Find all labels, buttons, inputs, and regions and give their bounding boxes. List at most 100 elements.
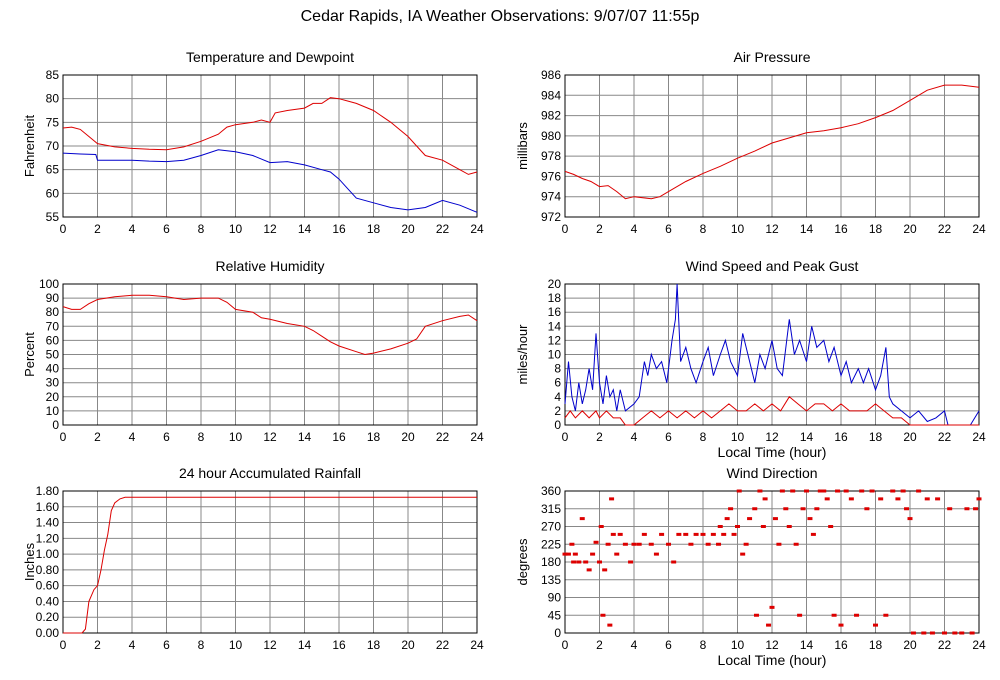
x-axis-label: Local Time (hour)	[718, 652, 827, 668]
plot-frame	[564, 74, 980, 218]
y-tick-label: 65	[46, 163, 60, 177]
y-tick-label: 8	[554, 362, 561, 376]
data-point	[740, 552, 746, 556]
x-tick-label: 0	[60, 638, 67, 652]
series-line-blue	[62, 149, 478, 213]
y-tick-label: 0.60	[36, 579, 60, 593]
x-tick-label: 4	[631, 638, 638, 652]
data-point	[793, 542, 799, 546]
data-point	[586, 568, 592, 572]
data-point	[783, 507, 789, 511]
data-point	[769, 605, 775, 609]
data-point	[724, 517, 730, 521]
data-point	[683, 532, 689, 536]
data-point	[904, 507, 910, 511]
y-tick-label: 80	[46, 92, 60, 106]
data-point	[895, 497, 901, 501]
data-point	[676, 532, 682, 536]
x-tick-label: 24	[972, 430, 986, 444]
y-tick-label: 974	[541, 190, 561, 204]
x-tick-label: 20	[401, 638, 415, 652]
x-tick-label: 2	[94, 430, 101, 444]
data-point	[929, 631, 935, 635]
y-tick-label: 986	[541, 68, 561, 82]
y-tick-label: 984	[541, 88, 561, 102]
series-line-red	[564, 84, 980, 200]
y-tick-label: 6	[554, 376, 561, 390]
x-tick-label: 20	[401, 222, 415, 236]
y-axis-label: miles/hour	[515, 324, 530, 385]
y-tick-label: 90	[548, 591, 562, 605]
data-point	[721, 532, 727, 536]
data-point	[693, 532, 699, 536]
plot-frame	[564, 490, 980, 634]
x-tick-label: 6	[665, 430, 672, 444]
y-tick-label: 360	[541, 484, 561, 498]
x-tick-label: 0	[562, 430, 569, 444]
data-point	[659, 532, 665, 536]
y-axis-label: millibars	[515, 122, 530, 170]
y-tick-label: 70	[46, 319, 60, 333]
series-line-blue	[564, 283, 980, 426]
y-tick-label: 1.60	[36, 500, 60, 514]
x-tick-label: 2	[596, 638, 603, 652]
y-tick-label: 978	[541, 149, 561, 163]
x-tick-label: 14	[800, 222, 814, 236]
x-tick-label: 0	[562, 222, 569, 236]
chart-title: Wind Direction	[726, 465, 817, 481]
data-point	[838, 623, 844, 627]
y-tick-label: 980	[541, 129, 561, 143]
x-tick-label: 8	[700, 430, 707, 444]
x-tick-label: 14	[800, 638, 814, 652]
data-point	[817, 489, 823, 493]
data-point	[600, 613, 606, 617]
x-tick-label: 18	[869, 638, 883, 652]
data-point	[848, 497, 854, 501]
data-point	[607, 623, 613, 627]
y-tick-label: 1.40	[36, 516, 60, 530]
data-point	[790, 489, 796, 493]
x-tick-label: 16	[332, 430, 346, 444]
y-axis-label: Fahrenheit	[22, 115, 37, 178]
x-tick-label: 6	[163, 638, 170, 652]
x-tick-label: 16	[332, 638, 346, 652]
x-tick-label: 2	[94, 222, 101, 236]
y-tick-label: 75	[46, 115, 60, 129]
data-point	[969, 631, 975, 635]
y-axis-label: Inches	[22, 542, 37, 581]
data-point	[731, 532, 737, 536]
y-tick-label: 0	[554, 418, 561, 432]
x-tick-label: 0	[60, 222, 67, 236]
x-tick-label: 12	[765, 222, 779, 236]
data-point	[609, 497, 615, 501]
data-point	[565, 552, 571, 556]
chart-title: Air Pressure	[733, 49, 810, 65]
data-point	[688, 542, 694, 546]
data-point	[831, 613, 837, 617]
data-point	[854, 613, 860, 617]
data-point	[641, 532, 647, 536]
data-point	[717, 525, 723, 528]
y-tick-label: 55	[46, 210, 60, 224]
data-point	[705, 542, 711, 546]
y-tick-label: 982	[541, 109, 561, 123]
data-point	[593, 540, 599, 544]
x-tick-label: 24	[972, 222, 986, 236]
chart-title: Relative Humidity	[216, 258, 325, 274]
x-tick-label: 12	[765, 638, 779, 652]
data-point	[807, 517, 813, 521]
data-point	[736, 489, 742, 493]
y-tick-label: 0.80	[36, 563, 60, 577]
x-tick-label: 18	[367, 430, 381, 444]
x-tick-label: 10	[229, 430, 243, 444]
x-tick-label: 10	[731, 222, 745, 236]
data-point	[952, 631, 958, 635]
x-tick-label: 8	[700, 638, 707, 652]
y-tick-label: 0	[52, 418, 59, 432]
data-point	[973, 507, 979, 511]
x-tick-label: 0	[562, 638, 569, 652]
x-tick-label: 18	[367, 222, 381, 236]
data-point	[921, 631, 927, 635]
data-point	[779, 489, 785, 493]
